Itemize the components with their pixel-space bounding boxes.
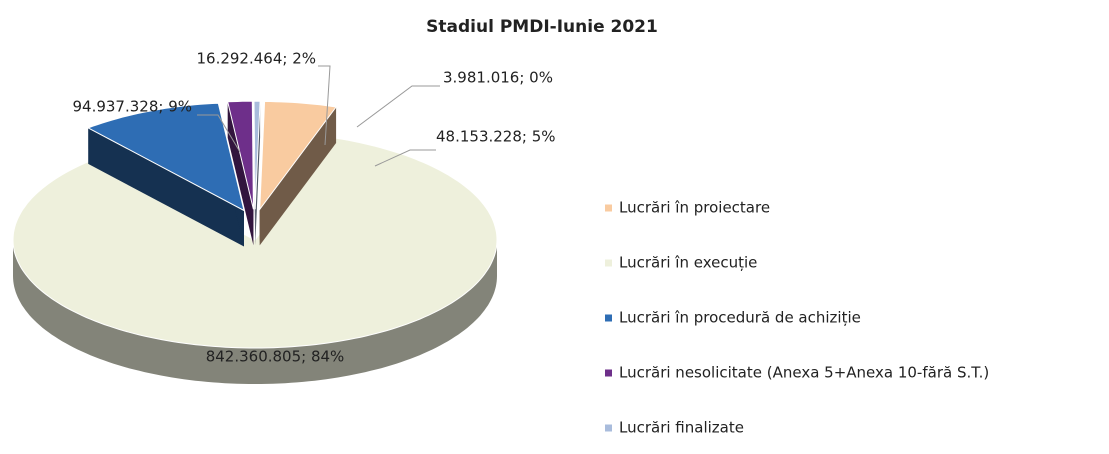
chart-title: Stadiul PMDI-Iunie 2021 [426,17,658,37]
data-label: 48.153.228; 5% [436,128,556,146]
slice-side [13,240,497,384]
leader-line [374,149,436,167]
slice [259,101,338,246]
legend: Lucrări în proiectare Lucrări în execuție… [605,199,989,437]
slice-top [12,136,498,349]
legend-swatch [605,314,612,322]
leader-line [356,85,440,128]
data-label: 3.981.016; 0% [443,69,553,87]
leader-line [318,65,331,146]
slice-edge [88,127,244,247]
legend-swatch [605,424,612,432]
slice [227,100,254,246]
slice-top [253,100,261,210]
legend-label: Lucrări în procedură de achiziție [619,309,861,327]
legend-label: Lucrări în proiectare [619,199,770,217]
slice [253,100,261,246]
slice [12,136,498,384]
legend-label: Lucrări nesolicitate (Anexa 5+Anexa 10-f… [619,364,989,382]
data-label: 94.937.328; 9% [72,98,192,116]
legend-label: Lucrări în execuție [619,254,757,272]
legend-swatch [605,259,612,267]
slice [86,102,245,247]
slice-edge [227,101,254,246]
slice-edge [259,107,337,246]
leader-line [197,114,241,153]
pie [12,100,498,384]
legend-swatch [605,204,612,212]
legend-label: Lucrări finalizate [619,419,744,437]
slice-top [86,102,245,212]
legend-swatch [605,369,612,377]
data-label: 16.292.464; 2% [196,50,316,68]
labels: 48.153.228; 5% 842.360.805; 84% 94.937.328… [72,50,555,366]
slice-top [227,100,254,210]
data-label: 842.360.805; 84% [206,348,345,366]
slice-top [259,101,338,212]
